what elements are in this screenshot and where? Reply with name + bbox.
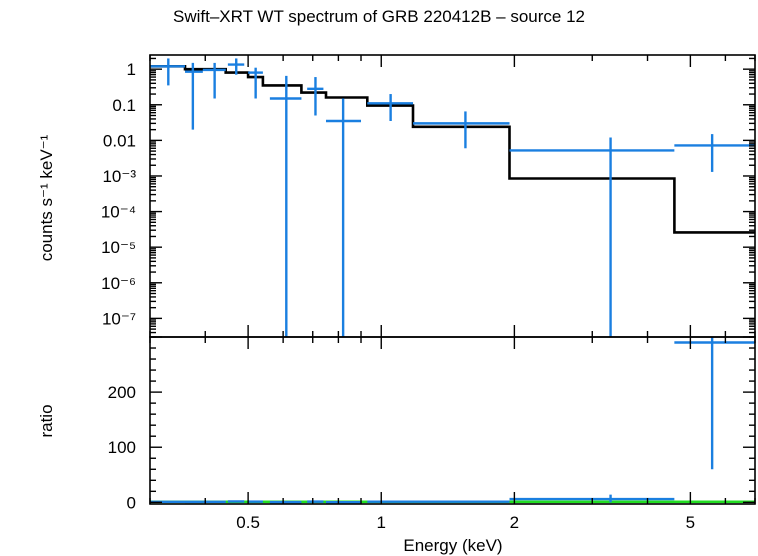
y-tick-label-ratio-2: 200 [108,383,136,402]
panel-frames: 0.5 1 2 5 1 0.1 0.01 10⁻³ 10⁻⁴ 10⁻⁵ 10⁻⁶ 10⁻⁷ 0 100 20… [101,54,756,532]
y-tick-label-spec-2: 0.01 [103,131,136,150]
spectrum-panel [150,58,755,337]
x-axis-label: Energy (keV) [403,536,502,555]
x-tick-label-3: 5 [686,513,695,532]
y-tick-label-spec-1: 0.1 [112,96,136,115]
y-tick-label-spec-5: 10⁻⁵ [101,238,136,257]
y-tick-label-ratio-1: 100 [108,438,136,457]
y-tick-label-spec-7: 10⁻⁷ [102,309,136,328]
ratio-panel [150,337,755,504]
x-tick-label-0: 0.5 [236,513,260,532]
y-tick-label-spec-4: 10⁻⁴ [101,203,136,222]
y-tick-label-spec-0: 1 [127,60,136,79]
spectrum-panel-frame [149,54,756,338]
y-tick-label-spec-6: 10⁻⁶ [101,274,136,293]
y-tick-label-ratio-0: 0 [127,493,136,512]
y-tick-label-spec-3: 10⁻³ [102,167,136,186]
x-tick-label-1: 1 [377,513,386,532]
x-tick-label-2: 2 [510,513,519,532]
y-axis-label-spectrum: counts s⁻¹ keV⁻¹ [37,134,56,261]
y-axis-label-ratio: ratio [37,404,56,437]
chart-title: Swift–XRT WT spectrum of GRB 220412B – s… [173,7,585,26]
ratio-panel-frame [149,336,756,505]
